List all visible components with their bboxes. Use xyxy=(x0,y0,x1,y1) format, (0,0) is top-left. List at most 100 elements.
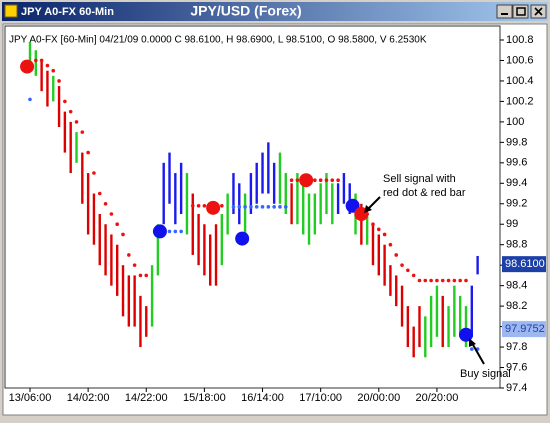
stop-dot xyxy=(295,178,300,183)
stop-dot xyxy=(92,171,96,175)
stop-dot xyxy=(74,120,79,124)
y-tick-label: 98.4 xyxy=(506,280,527,292)
stop-dot xyxy=(231,205,236,209)
close-glyph xyxy=(534,7,543,16)
y-tick-label: 97.6 xyxy=(506,361,527,373)
price-label-box xyxy=(502,321,546,338)
stop-dot xyxy=(190,204,195,208)
stop-dot xyxy=(63,99,67,104)
price-label: 98.6100 xyxy=(505,258,545,270)
y-tick-label: 99.8 xyxy=(506,136,527,148)
y-tick-label: 99.2 xyxy=(506,198,527,210)
minimize-button[interactable] xyxy=(496,4,513,19)
maximize-glyph xyxy=(516,7,526,16)
stop-dot xyxy=(121,232,125,237)
plot-frame xyxy=(4,25,501,389)
y-tick-label: 100.4 xyxy=(506,75,534,87)
stop-dot xyxy=(220,204,224,208)
stop-dot xyxy=(173,229,178,234)
stop-dot xyxy=(371,222,375,227)
stop-dot xyxy=(289,178,294,183)
buy-arrowhead xyxy=(469,338,476,347)
stop-dot xyxy=(260,205,265,209)
y-tick-label: 100.6 xyxy=(506,54,534,66)
stop-dot xyxy=(429,278,433,283)
app-icon xyxy=(4,4,18,18)
stop-dot xyxy=(68,109,73,114)
y-tick-label: 100.8 xyxy=(506,34,534,46)
x-tick-label: 14/22:00 xyxy=(125,392,168,404)
sell-arrowhead xyxy=(364,205,372,213)
y-tick-label: 97.8 xyxy=(506,341,527,353)
signal-marker xyxy=(345,198,360,213)
window-buttons xyxy=(496,4,547,19)
stop-dot xyxy=(138,273,143,278)
stop-dot xyxy=(103,201,108,206)
x-tick-label: 13/06:00 xyxy=(9,392,52,404)
stop-dot xyxy=(97,191,102,196)
stop-dot xyxy=(34,58,38,63)
y-tick-label: 98.8 xyxy=(506,239,527,251)
stop-dot xyxy=(179,229,183,234)
stop-dot xyxy=(283,205,288,209)
stop-dot xyxy=(243,205,247,209)
sell-annotation: red dot & red bar xyxy=(383,187,466,199)
sell-annotation: Sell signal with xyxy=(383,173,456,185)
stop-dot xyxy=(80,130,85,134)
y-tick-label: 99.6 xyxy=(506,157,527,169)
y-tick-label: 100 xyxy=(506,116,524,128)
stop-dot xyxy=(452,278,457,283)
stop-dot xyxy=(458,278,462,283)
y-tick-label: 100.2 xyxy=(506,95,534,107)
stop-dot xyxy=(202,204,207,208)
y-tick-label: 99 xyxy=(506,218,518,230)
x-tick-label: 15/18:00 xyxy=(183,392,226,404)
stop-dot xyxy=(376,227,381,232)
stop-dot xyxy=(196,204,201,208)
stop-dot xyxy=(336,178,340,183)
window-title: JPY A0-FX 60-Min xyxy=(21,6,114,18)
stop-dot xyxy=(313,178,317,183)
stop-dot xyxy=(167,229,172,234)
stop-dot xyxy=(324,178,329,183)
chart-background xyxy=(2,23,548,416)
price-label-box xyxy=(502,256,546,273)
buy-arrow xyxy=(471,342,485,365)
stop-dot xyxy=(115,222,119,227)
stop-dot xyxy=(394,253,399,257)
stop-dot xyxy=(423,278,428,283)
stop-dot xyxy=(464,278,468,283)
stop-dot xyxy=(237,205,242,209)
stop-dot xyxy=(272,205,276,209)
stop-dot xyxy=(435,278,439,283)
price-label: 97.9752 xyxy=(505,323,545,335)
stop-dot xyxy=(249,205,253,209)
stop-dot xyxy=(109,212,114,216)
stop-dot xyxy=(470,347,474,351)
stop-dot xyxy=(127,253,131,257)
stop-dot xyxy=(440,278,445,283)
stop-dot xyxy=(446,278,451,283)
y-tick-label: 97.4 xyxy=(506,382,527,394)
stop-dot xyxy=(411,273,416,278)
x-tick-label: 16/14:00 xyxy=(241,392,284,404)
stop-dot xyxy=(132,263,137,267)
signal-marker xyxy=(206,200,221,215)
stop-dot xyxy=(45,63,50,68)
y-tick-label: 98.2 xyxy=(506,300,527,312)
stop-dot xyxy=(144,273,149,278)
signal-marker xyxy=(20,59,35,74)
stop-dot xyxy=(254,205,259,209)
stop-dot xyxy=(39,58,44,63)
stop-dot xyxy=(86,150,90,155)
x-tick-label: 17/10:00 xyxy=(299,392,342,404)
stop-dot xyxy=(400,263,404,267)
stop-dot xyxy=(382,232,387,237)
stop-dot xyxy=(57,79,61,83)
x-tick-label: 14/02:00 xyxy=(67,392,110,404)
title-bar xyxy=(2,2,548,21)
signal-marker xyxy=(458,327,473,342)
x-tick-label: 20/00:00 xyxy=(357,392,400,404)
stop-dot xyxy=(266,205,271,209)
